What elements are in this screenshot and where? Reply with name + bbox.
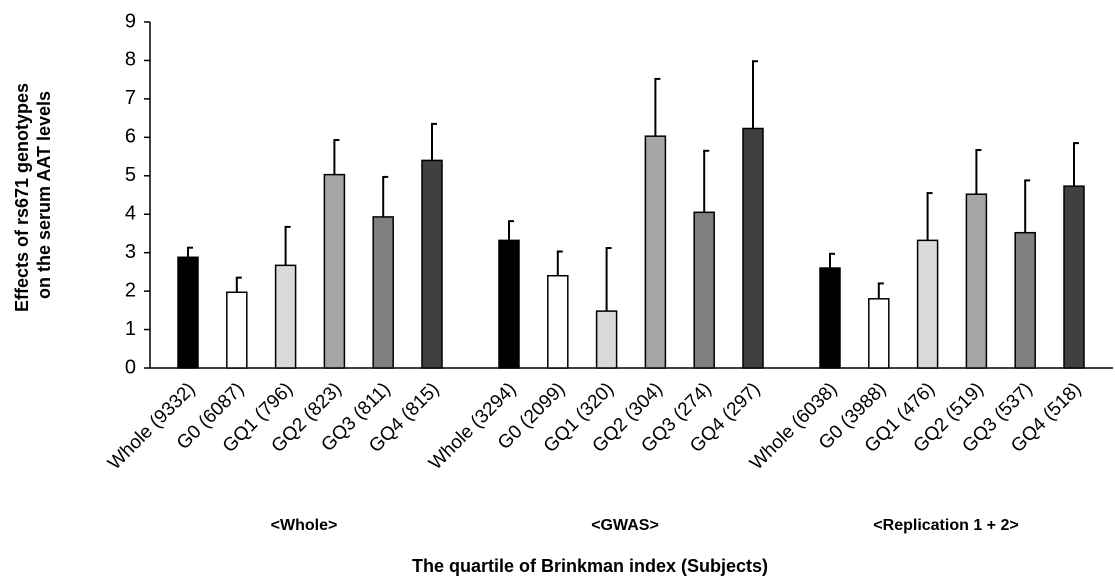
bar	[274, 264, 297, 369]
group-label: <Replication 1 + 2>	[873, 517, 1018, 534]
bar	[965, 193, 988, 369]
bar	[868, 298, 890, 369]
y-tick-label: 2	[125, 279, 136, 301]
bar	[742, 127, 764, 369]
bar	[1063, 185, 1085, 369]
y-tick-label: 1	[125, 318, 136, 340]
y-tick-label: 5	[125, 164, 136, 186]
bar	[421, 159, 443, 369]
bar	[916, 239, 939, 369]
y-tick-label: 8	[125, 49, 136, 71]
bar	[226, 291, 248, 369]
bar	[819, 267, 841, 369]
group-label: <GWAS>	[591, 517, 659, 534]
bar	[1014, 231, 1036, 369]
y-axis-label: Effects of rs671 genotypes on the serum …	[12, 78, 54, 312]
x-axis-label: The quartile of Brinkman index (Subjects…	[412, 556, 768, 576]
y-tick-label: 0	[125, 356, 136, 378]
bar	[323, 173, 346, 369]
bar	[372, 216, 394, 369]
bar	[498, 239, 520, 369]
y-tick-label: 4	[125, 203, 136, 225]
group-label: <Whole>	[271, 517, 338, 534]
y-axis-label-line: Effects of rs671 genotypes	[12, 83, 32, 312]
bar	[177, 256, 199, 369]
y-tick-label: 6	[125, 126, 136, 148]
bar	[547, 274, 569, 369]
y-tick-label: 9	[125, 10, 136, 32]
bar	[644, 135, 667, 369]
bar	[595, 310, 618, 369]
y-axis-label-line: on the serum AAT levels	[34, 91, 54, 299]
bar	[693, 211, 715, 369]
y-tick-label: 7	[125, 87, 136, 109]
y-tick-label: 3	[125, 241, 136, 263]
